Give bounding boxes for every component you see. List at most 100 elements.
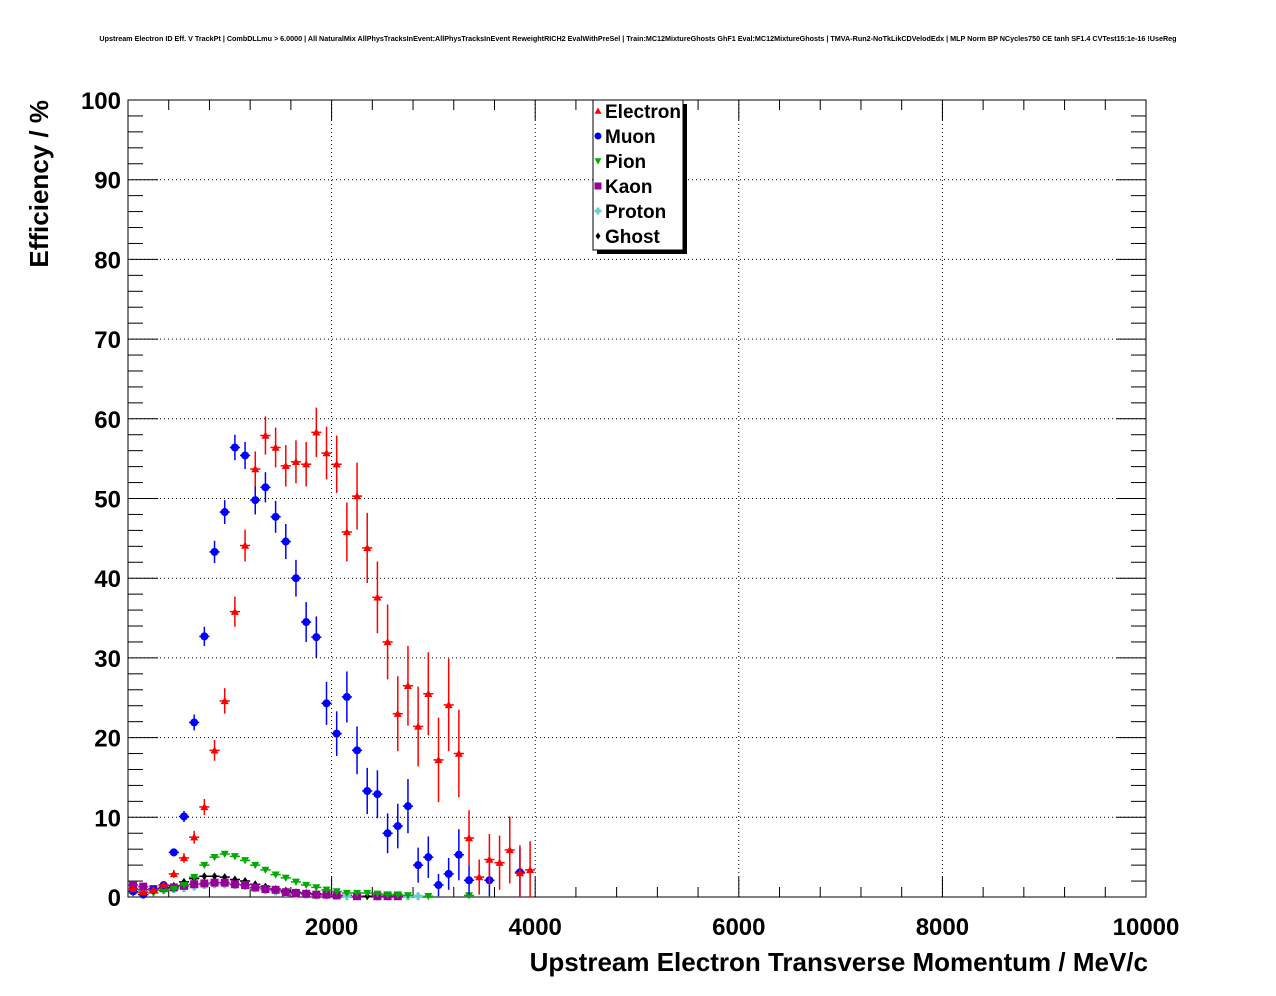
electron-point xyxy=(393,709,402,717)
electron-point xyxy=(251,465,260,473)
pion-point xyxy=(353,889,362,898)
muon-point xyxy=(465,876,474,885)
legend-label-proton: Proton xyxy=(605,202,666,223)
x-tick-label: 4000 xyxy=(509,914,562,941)
y-tick-label: 100 xyxy=(81,88,121,115)
muon-point xyxy=(220,508,229,517)
muon-point xyxy=(190,718,199,727)
pion-point xyxy=(363,889,372,898)
pion-point xyxy=(332,888,341,896)
legend-box xyxy=(592,99,684,251)
x-tick-label: 8000 xyxy=(916,914,969,941)
legend-marker-ghost-icon xyxy=(595,232,601,240)
y-tick-label: 0 xyxy=(108,885,121,912)
pion-point xyxy=(322,886,331,894)
pion-point xyxy=(291,878,300,886)
electron-point xyxy=(200,802,209,811)
electron-point xyxy=(159,881,168,889)
pion-point xyxy=(342,889,351,898)
legend-marker-electron-icon xyxy=(594,107,602,114)
electron-point xyxy=(465,834,474,842)
muon-point xyxy=(332,729,341,738)
electron-point xyxy=(281,461,290,470)
pion-point xyxy=(159,887,168,895)
electron-point xyxy=(241,541,250,549)
electron-point xyxy=(179,853,188,862)
muon-point xyxy=(200,632,209,641)
electron-point xyxy=(475,873,484,881)
pion-point xyxy=(383,891,392,899)
muon-point xyxy=(230,443,239,452)
electron-point xyxy=(271,443,280,451)
muon-point xyxy=(271,512,280,521)
muon-point xyxy=(312,633,321,642)
muon-point xyxy=(342,692,351,701)
muon-point xyxy=(322,699,331,708)
electron-point xyxy=(515,869,524,877)
legend-marker-muon-icon xyxy=(594,132,602,140)
legend-label-ghost: Ghost xyxy=(605,227,661,248)
electron-point xyxy=(139,888,148,896)
muon-point xyxy=(241,451,250,460)
pion-point xyxy=(179,881,188,890)
muon-point xyxy=(291,574,300,583)
pion-point xyxy=(241,857,250,865)
legend-label-kaon: Kaon xyxy=(605,177,653,198)
pion-point xyxy=(302,881,311,890)
kaon-point xyxy=(230,880,239,889)
electron-point xyxy=(353,492,362,500)
electron-point xyxy=(261,431,270,439)
x-tick-label: 6000 xyxy=(712,914,765,941)
electron-point xyxy=(373,593,382,601)
electron-point xyxy=(230,607,239,615)
y-tick-label: 10 xyxy=(94,805,121,832)
electron-point xyxy=(332,460,341,468)
kaon-point xyxy=(261,885,270,894)
pion-point xyxy=(465,892,474,900)
electron-point xyxy=(454,749,463,757)
electron-point xyxy=(403,681,412,689)
y-tick-label: 50 xyxy=(94,487,121,514)
electron-point xyxy=(363,543,372,552)
legend-marker-pion-icon xyxy=(594,158,602,165)
electron-point xyxy=(495,858,504,866)
electron-point xyxy=(220,696,229,705)
electron-point xyxy=(383,637,392,646)
kaon-point xyxy=(200,879,209,888)
muon-point xyxy=(414,861,423,870)
electron-point xyxy=(526,865,535,874)
electron-point xyxy=(149,885,158,894)
pion-point xyxy=(200,861,209,870)
kaon-point xyxy=(291,889,300,898)
muon-point xyxy=(210,547,219,556)
pion-point xyxy=(271,871,280,879)
muon-point xyxy=(454,850,463,859)
pion-point xyxy=(230,853,239,861)
x-tick-label: 2000 xyxy=(305,914,358,941)
pion-point xyxy=(403,892,412,900)
muon-point xyxy=(179,812,188,821)
legend-label-pion: Pion xyxy=(605,152,646,173)
y-tick-label: 40 xyxy=(94,566,121,593)
muon-point xyxy=(373,790,382,799)
muon-point xyxy=(444,869,453,878)
electron-point xyxy=(210,746,219,754)
kaon-point xyxy=(241,881,250,890)
y-axis-label: Efficiency / % xyxy=(24,100,54,268)
kaon-point xyxy=(220,878,229,887)
proton-point xyxy=(414,892,423,901)
legend-label-muon: Muon xyxy=(605,127,656,148)
muon-point xyxy=(393,822,402,831)
y-tick-label: 90 xyxy=(94,168,121,195)
y-tick-label: 80 xyxy=(94,247,121,274)
muon-point xyxy=(281,537,290,546)
pion-point xyxy=(424,893,433,901)
muon-point xyxy=(403,802,412,811)
pion-point xyxy=(169,885,178,894)
muon-point xyxy=(353,746,362,755)
y-tick-label: 20 xyxy=(94,726,121,753)
electron-point xyxy=(414,722,423,730)
electron-point xyxy=(342,527,351,536)
